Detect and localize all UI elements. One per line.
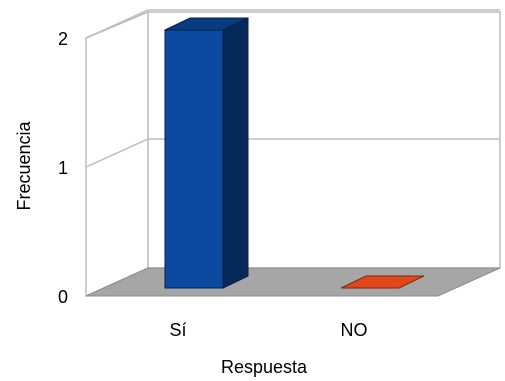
bar-front: [164, 29, 224, 289]
x-tick-labels: Sí NO: [169, 320, 367, 340]
bar-top: [164, 17, 249, 31]
bar: [164, 17, 249, 289]
gridline: [85, 138, 500, 168]
bars: [164, 17, 425, 289]
bar-side: [222, 17, 249, 289]
chart-floor: [85, 267, 501, 297]
bar: [340, 275, 425, 289]
y-tick-labels: 0 1 2: [58, 29, 68, 307]
bar-top: [340, 275, 425, 289]
gridlines: [85, 9, 500, 168]
y-tick-label: 1: [58, 158, 68, 178]
x-tick-label: Sí: [169, 320, 186, 340]
side-wall: [85, 10, 149, 298]
y-tick-label: 2: [58, 29, 68, 49]
gridline: [85, 9, 500, 39]
y-tick-label: 0: [58, 287, 68, 307]
x-tick-label: NO: [341, 320, 368, 340]
x-axis-title: Respuesta: [221, 357, 308, 377]
y-axis-title: Frecuencia: [14, 120, 34, 210]
